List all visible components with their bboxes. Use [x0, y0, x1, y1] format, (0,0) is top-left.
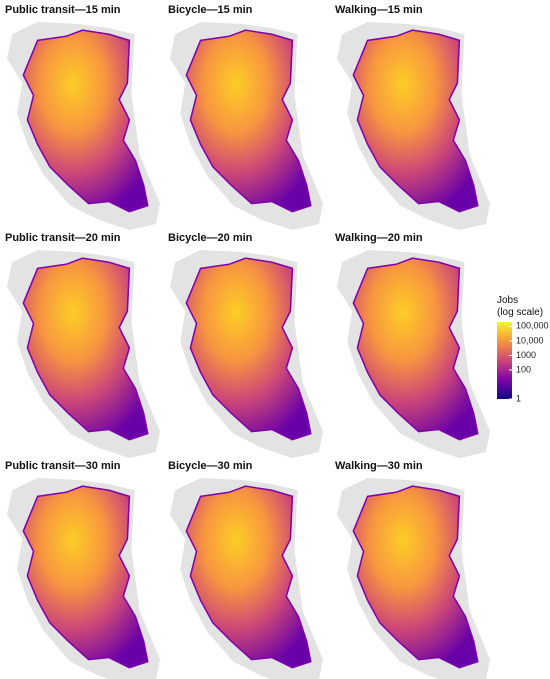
legend-title: (log scale) — [497, 307, 543, 318]
map-accessibility — [185, 485, 312, 669]
map-accessibility — [352, 257, 479, 441]
legend-colorbar — [497, 322, 512, 399]
map — [337, 22, 490, 231]
map-accessibility — [22, 485, 149, 669]
panel-title: Public transit—20 min — [5, 232, 121, 244]
map — [170, 22, 323, 231]
panel-title: Bicycle—30 min — [168, 460, 253, 472]
map-accessibility — [352, 485, 479, 669]
panel-title: Walking—20 min — [335, 232, 423, 244]
map — [7, 22, 160, 231]
map — [7, 250, 160, 459]
legend-tick-label: 100 — [516, 364, 531, 374]
legend-tick-label: 1 — [516, 393, 521, 403]
map — [337, 250, 490, 459]
map — [7, 478, 160, 679]
panel-title: Bicycle—15 min — [168, 4, 253, 16]
map-accessibility — [185, 29, 312, 213]
legend-title: Jobs — [497, 295, 518, 306]
map-accessibility — [22, 257, 149, 441]
map — [170, 478, 323, 679]
map — [337, 478, 490, 679]
legend-tick-label: 1000 — [516, 350, 536, 360]
map-accessibility — [22, 29, 149, 213]
legend-tick-label: 10,000 — [516, 335, 544, 345]
panel-title: Bicycle—20 min — [168, 232, 253, 244]
legend-tick-label: 100,000 — [516, 321, 549, 331]
map — [170, 250, 323, 459]
panel-title: Public transit—30 min — [5, 460, 121, 472]
map-accessibility — [352, 29, 479, 213]
panel-title: Walking—30 min — [335, 460, 423, 472]
panel-title: Public transit—15 min — [5, 4, 121, 16]
panel-title: Walking—15 min — [335, 4, 423, 16]
map-accessibility — [185, 257, 312, 441]
